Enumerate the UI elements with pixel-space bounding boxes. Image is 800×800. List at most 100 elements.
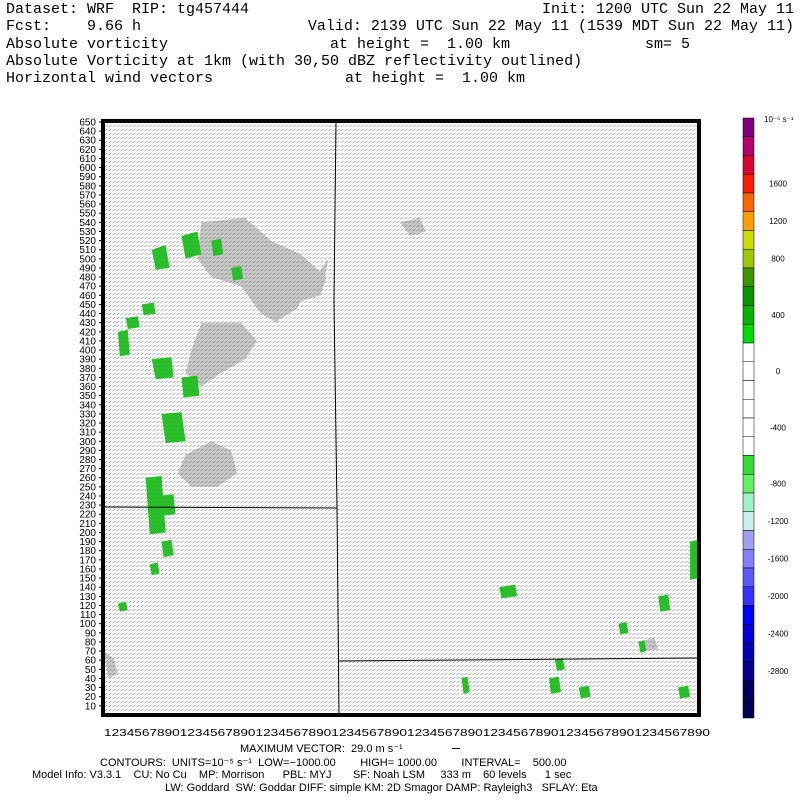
model-info-physics: LW: Goddard SW: Goddar DIFF: simple KM: … [165, 782, 598, 794]
y-tick-label: 260 [79, 473, 96, 484]
reference-vector-arrow [452, 748, 460, 749]
colorbar-label: -1600 [768, 555, 789, 564]
y-tick-label: 170 [79, 555, 96, 566]
colorbar-swatch [742, 361, 755, 381]
colorbar-label: -2400 [768, 630, 789, 639]
colorbar-swatch [742, 267, 755, 287]
y-tick-label: 520 [79, 236, 96, 247]
colorbar-swatch [742, 417, 755, 437]
init-time: Init: 1200 UTC Sun 22 May 11 [541, 1, 794, 18]
state-boundaries [103, 121, 699, 715]
colorbar-swatch [742, 249, 755, 269]
field2-title: Absolute Vorticity at 1km (with 30,50 dB… [6, 53, 583, 70]
colorbar-label: -2800 [768, 667, 789, 676]
colorbar-label: 400 [771, 311, 785, 320]
y-tick-label: 80 [85, 637, 97, 648]
max-vector-label: MAXIMUM VECTOR: 29.0 m s⁻¹ [240, 743, 403, 755]
y-tick-label: 360 [79, 382, 96, 393]
y-tick-label: 620 [79, 145, 96, 156]
y-tick-label: 380 [79, 364, 96, 375]
colorbar-label: 1600 [769, 180, 787, 189]
plot-frame [101, 119, 701, 717]
colorbar-label: -2000 [768, 592, 789, 601]
boundary-west [103, 506, 338, 509]
colorbar-swatch [742, 230, 755, 250]
y-tick-label: 650 [79, 118, 96, 129]
colorbar-label: -400 [770, 423, 787, 432]
boundary-south [337, 657, 699, 662]
y-tick-label: 40 [85, 674, 97, 685]
colorbar-swatch [742, 155, 755, 175]
y-tick-label: 430 [79, 318, 96, 329]
colorbar-swatch [742, 211, 755, 231]
x-axis-tick-labels: 1234567890123456789012345678901234567890… [104, 728, 711, 739]
colorbar-swatch [742, 699, 755, 719]
y-tick-label: 160 [79, 564, 96, 575]
y-tick-label: 470 [79, 282, 96, 293]
colorbar-swatch [742, 586, 755, 606]
colorbar-swatch [742, 117, 755, 137]
y-tick-label: 500 [79, 254, 96, 265]
y-tick-label: 610 [79, 154, 96, 165]
colorbar-swatch [742, 567, 755, 587]
y-tick-label: 540 [79, 218, 96, 229]
y-tick-label: 180 [79, 546, 96, 557]
y-tick-label: 200 [79, 528, 96, 539]
y-tick-label: 310 [79, 428, 96, 439]
field1-height: at height = 1.00 km [330, 36, 511, 53]
colorbar-label: 0 [776, 367, 781, 376]
y-tick-label: 300 [79, 437, 96, 448]
y-tick-label: 630 [79, 136, 96, 147]
valid-time: Valid: 2139 UTC Sun 22 May 11 (1539 MDT … [307, 18, 794, 35]
colorbar-label: 1200 [769, 217, 787, 226]
field3-height: at height = 1.00 km [345, 70, 526, 87]
y-tick-label: 210 [79, 519, 96, 530]
y-tick-label: 440 [79, 309, 96, 320]
y-tick-label: 350 [79, 391, 96, 402]
y-tick-label: 570 [79, 190, 96, 201]
plot-area [101, 119, 701, 717]
colorbar-label: -1200 [768, 517, 789, 526]
y-tick-label: 330 [79, 409, 96, 420]
colorbar-swatch [742, 624, 755, 644]
y-tick-label: 190 [79, 537, 96, 548]
dataset-label: Dataset: WRF RIP: tg457444 [6, 1, 250, 18]
y-tick-label: 70 [85, 647, 97, 658]
colorbar-label: -800 [770, 480, 787, 489]
y-tick-label: 510 [79, 245, 96, 256]
y-tick-label: 550 [79, 209, 96, 220]
y-tick-label: 640 [79, 127, 96, 138]
field3-name: Horizontal wind vectors [6, 70, 214, 87]
colorbar-swatch [742, 642, 755, 662]
y-tick-label: 580 [79, 181, 96, 192]
y-tick-label: 420 [79, 327, 96, 338]
y-tick-label: 410 [79, 336, 96, 347]
y-tick-label: 120 [79, 601, 96, 612]
y-tick-label: 370 [79, 373, 96, 384]
y-tick-label: 480 [79, 273, 96, 284]
y-tick-label: 130 [79, 592, 96, 603]
colorbar-label: 800 [771, 255, 785, 264]
y-tick-label: 10 [85, 701, 97, 712]
y-tick-label: 230 [79, 501, 96, 512]
colorbar-swatch [742, 474, 755, 494]
y-tick-label: 590 [79, 172, 96, 183]
y-tick-label: 340 [79, 400, 96, 411]
y-tick-label: 30 [85, 683, 97, 694]
y-tick-label: 110 [80, 610, 96, 621]
y-tick-label: 390 [79, 355, 96, 366]
model-info: Model Info: V3.3.1 CU: No Cu MP: Morriso… [32, 769, 572, 781]
colorbar-swatch [742, 342, 755, 362]
colorbar-swatch [742, 492, 755, 512]
colorbar-swatch [742, 511, 755, 531]
colorbar-swatch [742, 192, 755, 212]
y-tick-label: 220 [79, 510, 96, 521]
colorbar-swatch [742, 136, 755, 156]
colorbar-swatch [742, 455, 755, 475]
colorbar-swatch [742, 661, 755, 681]
y-tick-label: 50 [85, 665, 97, 676]
wind-vector-field [104, 122, 698, 714]
y-tick-label: 530 [79, 227, 96, 238]
y-tick-label: 20 [85, 692, 97, 703]
